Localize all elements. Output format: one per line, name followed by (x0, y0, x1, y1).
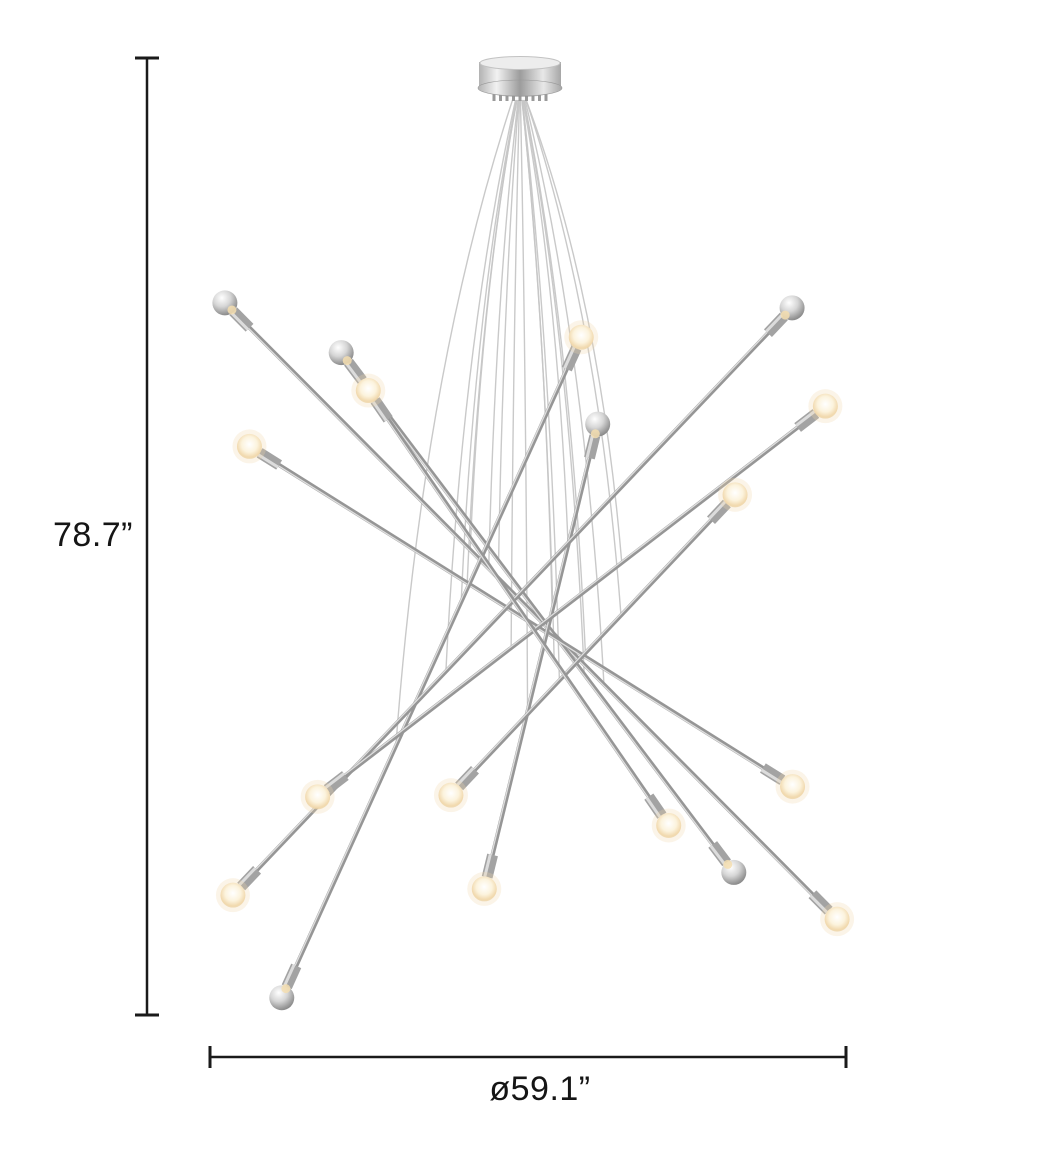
bulb-socket (708, 841, 731, 867)
light-bulb (467, 871, 502, 906)
light-bulb (433, 778, 468, 813)
light-bulb (651, 808, 686, 843)
bulb-socket (481, 853, 498, 879)
light-bulb (718, 477, 753, 512)
bulb-socket (256, 448, 283, 470)
light-bulb (779, 295, 805, 321)
light-rod (232, 429, 810, 804)
light-rod (328, 340, 747, 885)
suspension-wires (395, 99, 623, 747)
light-rod (300, 389, 843, 814)
light-bulb (215, 878, 250, 913)
light-bulb (808, 389, 843, 424)
bulb-socket (707, 499, 731, 525)
bulb-socket (561, 345, 582, 372)
light-rod (467, 411, 611, 906)
chandelier-rods (212, 290, 855, 1011)
light-bulb (775, 769, 810, 804)
bulb-socket (584, 434, 601, 460)
light-bulb (300, 779, 335, 814)
light-rod (351, 373, 686, 843)
bulb-socket (370, 397, 393, 423)
light-bulb (820, 902, 855, 937)
light-rod (269, 320, 599, 1011)
bulb-socket (794, 409, 820, 432)
diameter-dimension-line (208, 1046, 848, 1068)
bulb-socket (808, 890, 833, 915)
bulb-socket (344, 358, 367, 384)
light-rod (215, 295, 805, 913)
light-rod (212, 290, 855, 937)
light-bulb (721, 859, 747, 885)
height-dimension-line (135, 56, 159, 1017)
bulb-socket (229, 307, 254, 332)
light-bulb (232, 429, 267, 464)
bulb-socket (323, 771, 349, 794)
light-bulb (328, 340, 354, 366)
bulb-socket (763, 312, 788, 337)
bulb-socket (237, 866, 262, 891)
bulb-socket (455, 765, 479, 791)
bulb-socket (759, 763, 786, 785)
light-bulb (212, 290, 238, 316)
light-bulb (351, 373, 386, 408)
bulb-socket (281, 963, 302, 990)
light-bulb (269, 984, 295, 1011)
diameter-dimension-label: ø59.1” (489, 1070, 591, 1108)
ceiling-canopy (477, 56, 563, 101)
light-bulb (564, 320, 599, 355)
light-rod (433, 477, 753, 813)
light-bulb (585, 411, 611, 439)
height-dimension-label: 78.7” (53, 516, 133, 554)
bulb-socket (644, 793, 667, 819)
